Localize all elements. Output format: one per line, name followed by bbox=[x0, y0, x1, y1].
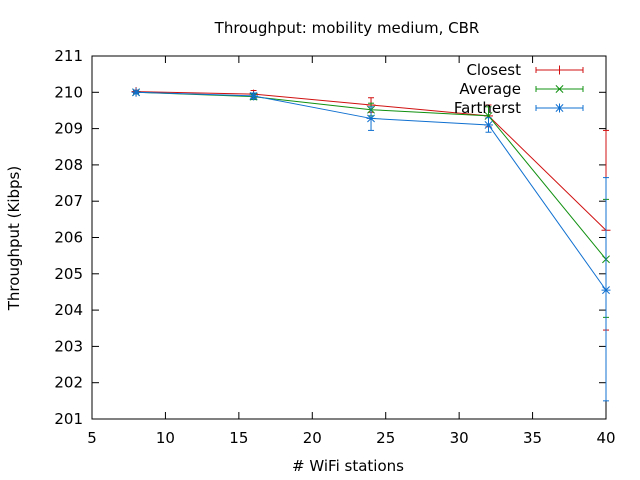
plot-frame bbox=[91, 55, 607, 420]
legend-marker-average bbox=[555, 85, 564, 93]
y-tick-label: 205 bbox=[54, 265, 83, 283]
legend-marker-farthest bbox=[555, 103, 564, 113]
chart-title: Throughput: mobility medium, CBR bbox=[214, 19, 480, 37]
y-axis: 201 202 203 204 205 206 207 208 209 210 211 bbox=[54, 47, 606, 428]
y-tick-label: 207 bbox=[54, 192, 83, 210]
legend-label-closest: Closest bbox=[466, 61, 521, 79]
x-tick-label: 15 bbox=[229, 429, 248, 447]
x-axis-label: # WiFi stations bbox=[292, 457, 404, 475]
x-tick-label: 35 bbox=[523, 429, 542, 447]
y-axis-label: Throughput (Kibps) bbox=[5, 166, 23, 311]
y-tick-label: 210 bbox=[54, 83, 83, 101]
x-tick-label: 5 bbox=[87, 429, 97, 447]
y-tick-label: 209 bbox=[54, 120, 83, 138]
legend-label-average: Average bbox=[459, 80, 521, 98]
y-tick-label: 204 bbox=[54, 301, 83, 319]
data-point-farthest bbox=[131, 87, 141, 97]
x-tick-label: 10 bbox=[156, 429, 175, 447]
series-farthest bbox=[131, 87, 611, 402]
y-tick-label: 203 bbox=[54, 337, 83, 355]
x-tick-label: 20 bbox=[303, 429, 322, 447]
y-tick-label: 211 bbox=[54, 47, 83, 65]
x-tick-label: 30 bbox=[450, 429, 469, 447]
y-tick-label: 206 bbox=[54, 229, 83, 247]
x-tick-label: 25 bbox=[376, 429, 395, 447]
y-tick-label: 202 bbox=[54, 374, 83, 392]
data-point-average bbox=[484, 111, 493, 120]
legend-marker-closest bbox=[555, 65, 564, 75]
data-point-farthest bbox=[484, 120, 494, 130]
data-point-farthest bbox=[366, 113, 376, 123]
series-layer bbox=[131, 87, 611, 402]
y-tick-label: 208 bbox=[54, 156, 83, 174]
x-tick-label: 40 bbox=[596, 429, 615, 447]
y-tick-label: 201 bbox=[54, 410, 83, 428]
legend-label-farthest: Fartherst bbox=[454, 99, 521, 117]
data-point-farthest bbox=[601, 285, 611, 295]
x-axis: 5 10 15 20 25 30 35 40 bbox=[87, 56, 616, 447]
data-point-farthest bbox=[249, 91, 259, 101]
